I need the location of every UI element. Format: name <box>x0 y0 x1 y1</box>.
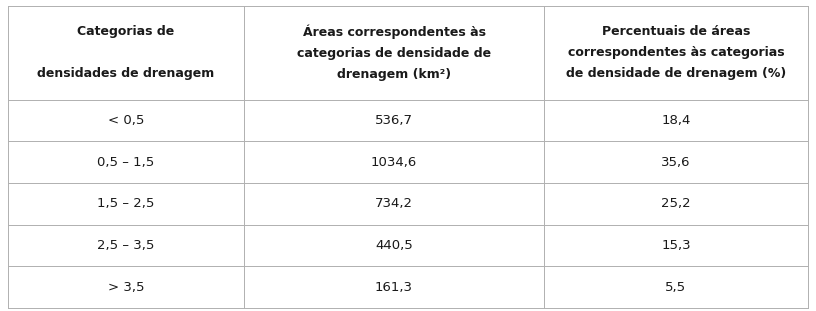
Text: 25,2: 25,2 <box>661 197 690 210</box>
Text: Áreas correspondentes às
categorias de densidade de
drenagem (km²): Áreas correspondentes às categorias de d… <box>297 25 491 81</box>
Text: 734,2: 734,2 <box>375 197 413 210</box>
Text: 536,7: 536,7 <box>375 114 413 127</box>
Text: < 0,5: < 0,5 <box>108 114 144 127</box>
Text: 1034,6: 1034,6 <box>371 156 417 169</box>
Text: 0,5 – 1,5: 0,5 – 1,5 <box>97 156 155 169</box>
Text: > 3,5: > 3,5 <box>108 281 144 294</box>
Text: 18,4: 18,4 <box>661 114 690 127</box>
Text: 35,6: 35,6 <box>661 156 690 169</box>
Text: 440,5: 440,5 <box>375 239 413 252</box>
Text: 1,5 – 2,5: 1,5 – 2,5 <box>97 197 155 210</box>
Text: 15,3: 15,3 <box>661 239 690 252</box>
Text: 2,5 – 3,5: 2,5 – 3,5 <box>97 239 155 252</box>
Text: 5,5: 5,5 <box>665 281 686 294</box>
Text: Categorias de

densidades de drenagem: Categorias de densidades de drenagem <box>38 26 215 81</box>
Text: 161,3: 161,3 <box>375 281 413 294</box>
Text: Percentuais de áreas
correspondentes às categorias
de densidade de drenagem (%): Percentuais de áreas correspondentes às … <box>565 26 786 81</box>
